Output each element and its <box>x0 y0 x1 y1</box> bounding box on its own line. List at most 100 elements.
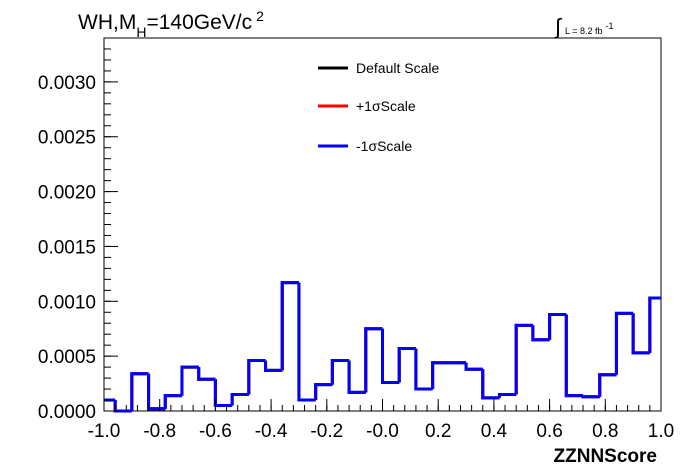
bin-step <box>598 373 617 397</box>
bin-step <box>431 361 450 390</box>
bin-step <box>230 393 249 406</box>
bin-step <box>297 282 316 402</box>
bin-step <box>314 383 333 401</box>
legend-label-plus1sigma: +1σScale <box>356 98 416 114</box>
series-2 <box>104 281 661 413</box>
bin-step <box>163 394 182 409</box>
bin-step <box>531 325 550 342</box>
bin-step <box>147 373 166 411</box>
bin-step <box>548 312 567 340</box>
bin-step <box>381 328 400 384</box>
x-tick-label: -0.2 <box>310 421 343 442</box>
bin-step <box>247 359 266 395</box>
chart-title: WH,MH=140GeV/c 2 <box>78 8 264 40</box>
x-tick-label: 1.0 <box>648 421 674 442</box>
bin-step <box>481 369 500 400</box>
bin-step <box>314 383 333 401</box>
bin-step <box>397 346 416 383</box>
title-superscript: 2 <box>256 8 264 24</box>
bin-step <box>280 281 299 371</box>
title-part-a: WH,M <box>78 11 136 34</box>
legend-label-default: Default Scale <box>356 60 439 76</box>
bin-step <box>397 346 416 383</box>
bin-step <box>130 372 149 411</box>
bin-step <box>648 296 661 353</box>
bin-step <box>280 281 299 371</box>
bin-step <box>614 311 634 375</box>
bin-step <box>497 393 517 398</box>
title-part-b: =140GeV/c <box>146 11 252 34</box>
x-tick-label: -0.0 <box>366 421 399 442</box>
bin-step <box>614 311 634 375</box>
bin-step <box>381 328 400 384</box>
y-tick-label: 0.0005 <box>38 347 96 368</box>
bin-step <box>163 394 182 409</box>
bin-step <box>514 323 533 395</box>
bin-step <box>614 311 634 375</box>
bin-step <box>113 400 132 413</box>
bin-step <box>564 314 584 398</box>
legend-label-minus1sigma: -1σScale <box>356 138 412 154</box>
bin-step <box>648 296 661 353</box>
bin-step <box>130 372 149 411</box>
legend: Default Scale +1σScale -1σScale <box>318 60 439 154</box>
bin-step <box>147 373 166 411</box>
bin-step <box>598 373 617 397</box>
bin-step <box>297 282 316 402</box>
bin-step <box>548 312 567 340</box>
luminosity-value: L = 8.2 fb <box>565 26 602 36</box>
bin-step <box>264 360 283 372</box>
bin-step <box>531 325 550 342</box>
x-tick-label: 0.2 <box>425 421 451 442</box>
bin-step <box>364 327 383 393</box>
bin-step <box>598 373 617 397</box>
bin-step <box>347 360 366 394</box>
x-tick-label: 0.8 <box>592 421 618 442</box>
bin-step <box>314 383 333 401</box>
bin-step <box>431 361 450 390</box>
bin-step <box>330 359 350 385</box>
bin-step <box>180 365 199 396</box>
bin-step <box>180 365 199 396</box>
bin-step <box>581 395 600 399</box>
bin-step <box>397 346 416 383</box>
luminosity-unit-exp: -1 <box>605 21 613 31</box>
x-tick-label: -0.4 <box>255 421 288 442</box>
histogram-layer <box>104 281 661 413</box>
x-tick-label: -1.0 <box>88 421 121 442</box>
bin-step <box>631 313 650 355</box>
bin-step <box>330 359 350 385</box>
x-axis-title: ZZNNScore <box>554 446 657 467</box>
bin-step <box>247 359 266 395</box>
bin-step <box>213 379 233 408</box>
bin-step <box>364 327 383 393</box>
axis-layer: -1.0 -0.8 -0.6 -0.4 -0.2 -0.0 0.2 0.4 0.6 0.8 1.0 0… <box>38 37 674 442</box>
bin-step <box>631 313 650 355</box>
bin-step <box>548 312 567 340</box>
bin-step <box>564 314 584 398</box>
y-tick-label: 0.0010 <box>38 292 96 313</box>
x-tick-label: -0.6 <box>199 421 232 442</box>
x-tick-label: 0.4 <box>481 421 508 442</box>
bin-step <box>364 327 383 393</box>
y-tick-label: 0.0000 <box>38 402 96 423</box>
bin-step <box>464 362 483 371</box>
luminosity-label: ∫ L = 8.2 fb -1 <box>553 14 614 39</box>
bin-step <box>514 323 533 395</box>
title-subscript: H <box>136 24 146 40</box>
bin-step <box>514 323 533 395</box>
y-tick-label: 0.0020 <box>38 183 96 204</box>
y-tick-label: 0.0030 <box>38 73 96 94</box>
x-tick-label: -0.8 <box>143 421 176 442</box>
bin-step <box>197 367 216 381</box>
bin-step <box>213 379 233 408</box>
bin-step <box>113 400 132 413</box>
bin-step <box>414 348 433 391</box>
bin-step <box>113 400 132 413</box>
bin-step <box>414 348 433 391</box>
x-tick-label: 0.6 <box>536 421 562 442</box>
bin-step <box>147 373 166 411</box>
integral-symbol: ∫ <box>553 14 563 39</box>
bin-step <box>180 365 199 396</box>
